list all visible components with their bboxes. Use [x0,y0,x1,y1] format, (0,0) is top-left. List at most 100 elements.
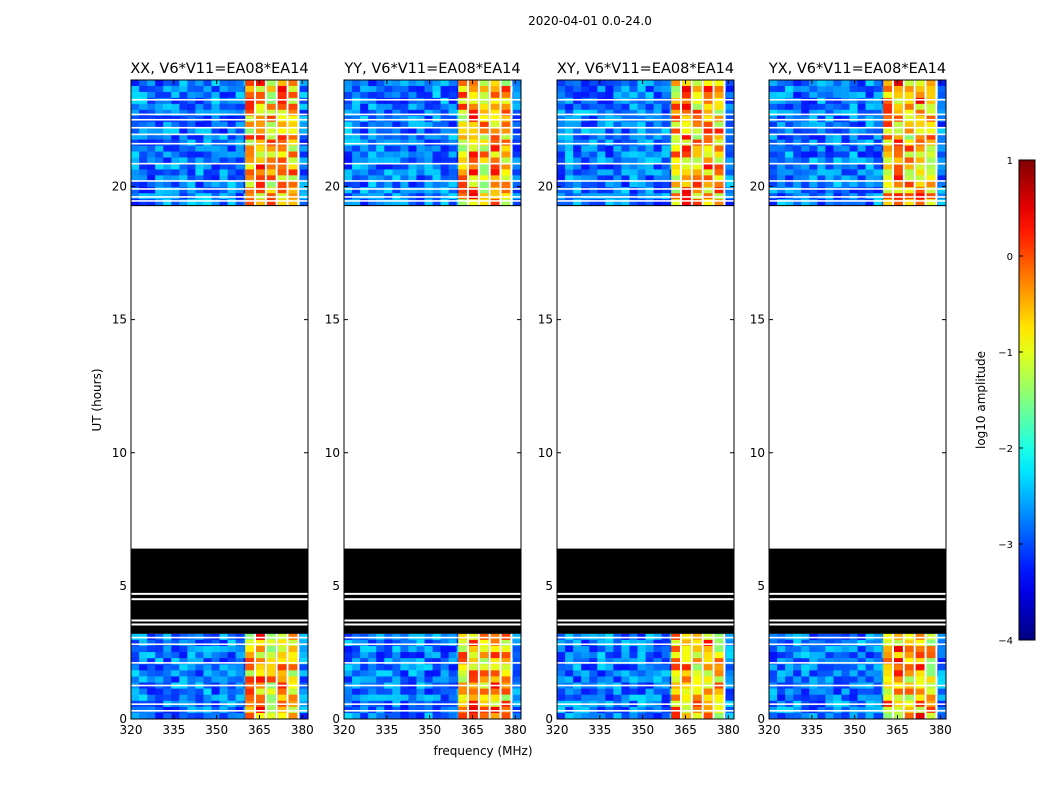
noise-cell [809,694,818,702]
noise-cell [424,199,433,206]
noise-cell [621,169,630,176]
noise-cell [235,145,245,153]
noise-cell [384,652,393,659]
x-tick-label: 335 [375,723,398,737]
x-tick-label: 380 [291,723,314,737]
rfi-cell [266,639,276,647]
rfi-cell [266,133,276,141]
y-tick-label: 5 [757,579,765,593]
noise-cell [408,199,417,206]
rfi-cell [479,639,489,647]
noise-cell [793,199,802,206]
noise-cell [416,97,425,105]
noise-cell [235,181,245,188]
noise-cell [613,670,622,677]
noise-cell [179,181,188,188]
noise-cell [817,199,826,206]
noise-cell [565,97,574,105]
noise-cell [360,639,369,647]
rfi-cell [501,652,511,659]
noise-cell [785,688,794,696]
x-tick-label: 350 [631,723,654,737]
noise-cell [597,676,606,683]
noise-cell [581,181,590,188]
rfi-cell [926,169,936,176]
y-tick-label: 5 [119,579,127,593]
rfi-cell [479,91,489,99]
noise-cell [368,688,377,696]
noise-cell [833,133,842,141]
flag-line [344,162,521,165]
rfi-cell [926,652,936,659]
noise-cell [139,127,148,135]
noise-cell [155,199,164,206]
flag-line [131,162,308,165]
rfi-cell [682,80,691,87]
noise-cell [785,163,794,170]
noise-cell [203,187,212,194]
noise-cell [235,664,245,671]
noise-cell [809,133,818,141]
noise-cell [865,145,875,153]
noise-cell [857,145,867,153]
noise-cell [392,97,401,105]
noise-cell [424,658,433,665]
rfi-cell [245,163,255,170]
noise-cell [139,157,148,164]
flag-line [344,126,521,129]
noise-cell [629,181,638,188]
noise-cell [368,639,377,647]
noise-cell [440,199,450,206]
flag-line [557,200,734,202]
noise-cell [817,175,826,182]
noise-cell [235,694,245,702]
rfi-gap [286,80,289,206]
flag-line [344,703,521,705]
noise-cell [440,652,450,659]
noise-cell [937,712,947,720]
rfi-cell [469,97,478,105]
rfi-cell [490,133,500,141]
noise-cell [424,712,433,720]
noise-cell [817,91,826,99]
y-tick-label: 20 [750,180,765,194]
noise-cell [573,658,582,665]
y-tick-label: 15 [325,313,340,327]
noise-cell [227,121,237,129]
rfi-cell [714,133,724,141]
rfi-cell [266,694,276,702]
rfi-cell [501,145,511,153]
noise-cell [211,103,220,111]
figure-title: 2020-04-01 0.0-24.0 [528,14,652,28]
flag-line [131,196,308,198]
noise-cell [833,109,842,117]
rfi-cell [703,157,713,164]
noise-cell [155,712,164,720]
rfi-cell [692,670,702,677]
noise-cell [589,169,598,176]
noise-cell [400,97,409,105]
rfi-cell [490,85,500,93]
noise-cell [299,670,309,677]
rfi-cell [256,694,265,702]
noise-cell [613,199,622,206]
noise-cell [163,658,172,665]
noise-cell [368,157,377,164]
noise-cell [131,688,140,696]
rfi-cell [682,658,691,665]
rfi-cell [926,175,936,182]
flag-line [131,598,308,601]
noise-cell [352,664,361,671]
rfi-cell [245,664,255,671]
flag-line [769,643,946,646]
noise-cell [565,151,574,158]
noise-cell [857,652,867,659]
noise-cell [597,127,606,135]
noise-cell [557,676,566,683]
rfi-cell [479,645,489,653]
rfi-cell [245,97,255,105]
noise-cell [211,169,220,176]
rfi-cell [490,163,500,170]
noise-cell [360,676,369,683]
noise-cell [589,676,598,683]
